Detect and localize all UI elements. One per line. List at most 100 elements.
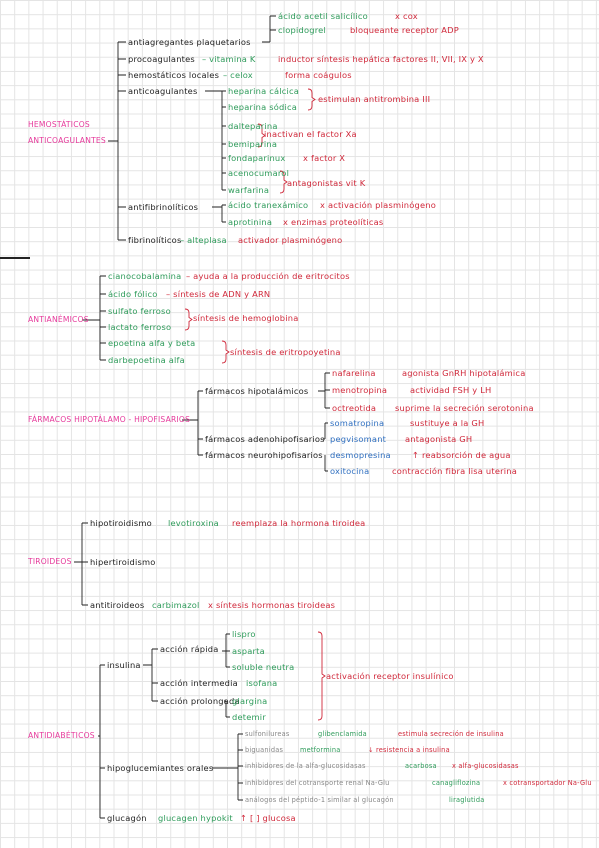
note-text: x enzimas proteolíticas <box>283 217 384 227</box>
curly-bracket <box>317 631 326 721</box>
note-text: glucagón <box>107 813 147 823</box>
note-text: hipotiroidismo <box>90 518 152 528</box>
note-text: nafarelina <box>332 368 376 378</box>
note-text: inductor síntesis hepática factores II, … <box>278 54 484 64</box>
curly-bracket <box>279 170 288 194</box>
note-text: acción rápida <box>160 644 219 654</box>
tree-lines <box>74 15 330 819</box>
note-text: lispro <box>232 629 256 639</box>
note-text: suprime la secreción serotonina <box>395 403 534 413</box>
section-title: ANTIANÉMICOS <box>28 315 89 324</box>
note-text: soluble neutra <box>232 662 295 672</box>
note-text: – alteplasa <box>180 235 227 245</box>
curly-bracket <box>257 123 266 148</box>
note-text: – síntesis de ADN y ARN <box>166 289 271 299</box>
note-text: fibrinolíticos <box>128 235 182 245</box>
note-text: glibenclamida <box>318 730 367 738</box>
note-text: inhibidores del cotransporte renal Na-Gl… <box>245 779 390 787</box>
note-text: ↑ reabsorción de agua <box>412 450 511 460</box>
note-text: ácido tranexámico <box>228 200 309 210</box>
note-text: pegvisomant <box>330 434 387 444</box>
note-text: insulina <box>107 660 141 670</box>
note-text: sustituye a la GH <box>410 418 485 428</box>
note-text: canagliflozina <box>432 779 481 787</box>
note-text: antagonistas vit K <box>287 178 366 188</box>
note-text: actividad FSH y LH <box>410 385 492 395</box>
curly-bracket <box>307 88 316 111</box>
note-text: liraglutida <box>449 796 485 804</box>
section-title: HEMOSTÁTICOS <box>28 120 90 129</box>
note-text: antifibrinolíticos <box>128 202 199 212</box>
note-text: reemplaza la hormona tiroidea <box>232 518 366 528</box>
note-text: dalteparina <box>228 121 278 131</box>
note-text: lactato ferroso <box>108 322 172 332</box>
note-text: bemiparina <box>228 139 278 149</box>
note-text: inactivan el factor Xa <box>264 129 357 139</box>
note-text: forma coágulos <box>285 70 352 80</box>
note-text: contracción fibra lisa uterina <box>392 466 518 476</box>
note-text: sulfonilureas <box>245 730 290 738</box>
note-text: bloqueante receptor ADP <box>350 25 459 35</box>
note-text: ↓ resistencia a insulina <box>368 746 450 754</box>
note-text: activación receptor insulínico <box>326 671 454 681</box>
note-text: x activación plasminógeno <box>320 200 436 210</box>
note-text: acción intermedia <box>160 678 238 688</box>
note-text: análogos del péptido-1 similar al glucag… <box>245 796 394 804</box>
curly-bracket <box>221 340 230 364</box>
note-text: – vitamina K <box>202 54 256 64</box>
note-text: somatropina <box>330 418 385 428</box>
note-text: x factor X <box>303 153 346 163</box>
note-text: glucagen hypokit <box>158 813 233 823</box>
note-text: acarbosa <box>405 762 437 770</box>
note-text: detemir <box>232 712 266 722</box>
note-text: procoagulantes <box>128 54 195 64</box>
note-text: warfarina <box>228 185 270 195</box>
note-text: fondaparinux <box>228 153 286 163</box>
note-text: levotiroxina <box>168 518 219 528</box>
note-text: hemostáticos locales <box>128 70 220 80</box>
note-text: fármacos neurohipofisarios <box>205 450 323 460</box>
note-text: activador plasminógeno <box>238 235 343 245</box>
note-text: heparina cálcica <box>228 86 300 96</box>
brackets <box>184 88 326 721</box>
note-text: octreotida <box>332 403 377 413</box>
note-text: heparina sódica <box>228 102 298 112</box>
note-text: ácido acetil salicílico <box>278 11 368 21</box>
note-text: cianocobalamina <box>108 271 182 281</box>
note-text: estimula secreción de insulina <box>398 730 504 738</box>
note-text: desmopresina <box>330 450 391 460</box>
note-text: menotropina <box>332 385 388 395</box>
note-text: asparta <box>232 646 265 656</box>
note-text: epoetina alfa y beta <box>108 338 196 348</box>
note-text: clopidogrel <box>278 25 326 35</box>
note-text: acción prolongada <box>160 696 240 706</box>
note-text: darbepoetina alfa <box>108 355 185 365</box>
section-title: TIROIDEOS <box>28 557 72 566</box>
curly-bracket <box>184 308 193 331</box>
section-title: ANTICOAGULANTES <box>28 136 106 145</box>
note-text: fármacos adenohipofisarios <box>205 434 325 444</box>
note-text: aprotinina <box>228 217 273 227</box>
note-text: metformina <box>300 746 341 754</box>
note-text: hipertiroidismo <box>90 557 156 567</box>
note-text: acenocumarol <box>228 168 290 178</box>
note-text: isofana <box>246 678 278 688</box>
note-text: biguanidas <box>245 746 284 754</box>
note-text: sulfato ferroso <box>108 306 171 316</box>
note-text: ácido fólico <box>108 289 158 299</box>
section-title: ANTIDIABÉTICOS <box>28 731 95 740</box>
note-text: fármacos hipotalámicos <box>205 386 309 396</box>
note-text: anticoagulantes <box>128 86 198 96</box>
note-text: x cox <box>395 11 418 21</box>
note-text: hipoglucemiantes orales <box>107 763 214 773</box>
note-text: síntesis de eritropoyetina <box>230 347 341 357</box>
note-text: agonista GnRH hipotalámica <box>402 368 526 378</box>
note-text: antiagregantes plaquetarios <box>128 37 251 47</box>
note-text: síntesis de hemoglobina <box>193 313 299 323</box>
note-text: antagonista GH <box>405 434 473 444</box>
note-text: – celox <box>223 70 253 80</box>
note-text: x síntesis hormonas tiroideas <box>208 600 336 610</box>
note-text: oxitocina <box>330 466 370 476</box>
